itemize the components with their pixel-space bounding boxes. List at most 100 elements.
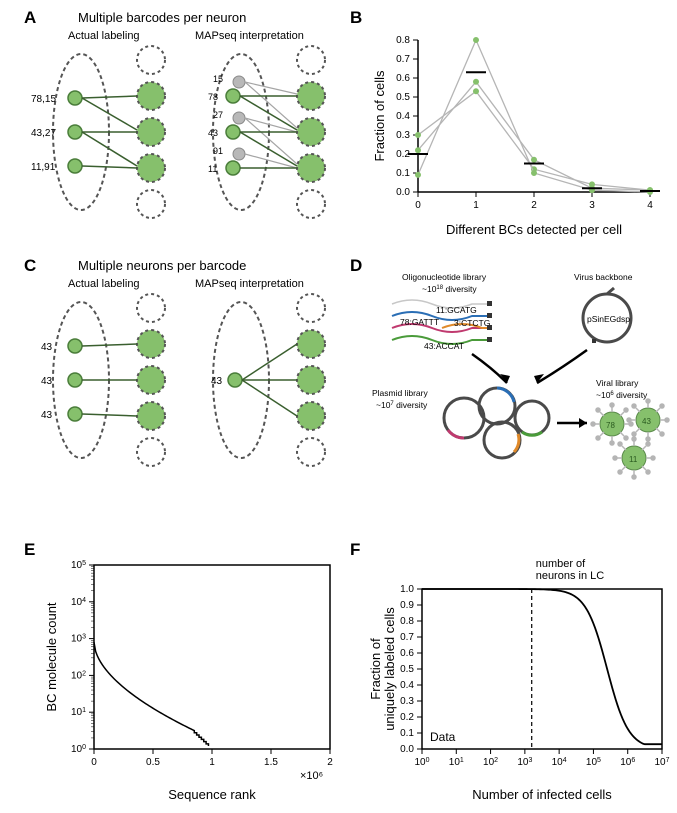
svg-text:0.7: 0.7 xyxy=(400,632,414,643)
svg-text:0.1: 0.1 xyxy=(400,728,414,739)
svg-text:Virus backbone: Virus backbone xyxy=(574,272,633,282)
svg-text:0.8: 0.8 xyxy=(396,35,410,46)
svg-text:uniquely labeled cells: uniquely labeled cells xyxy=(382,607,397,731)
svg-text:102: 102 xyxy=(483,757,498,769)
svg-text:91: 91 xyxy=(213,146,223,156)
panel-c-left-subtitle: Actual labeling xyxy=(68,278,140,290)
svg-text:11,91: 11,91 xyxy=(31,162,56,173)
panel-d-diagram: Oligonucleotide library ~1018 diversity … xyxy=(362,268,672,488)
svg-text:11: 11 xyxy=(629,455,638,464)
svg-text:1.0: 1.0 xyxy=(400,584,414,595)
svg-text:0.0: 0.0 xyxy=(400,744,414,755)
svg-text:78: 78 xyxy=(208,92,218,102)
svg-text:105: 105 xyxy=(71,560,86,572)
panel-f-label: F xyxy=(350,540,360,560)
svg-text:0.6: 0.6 xyxy=(396,73,410,84)
svg-text:101: 101 xyxy=(71,707,86,719)
svg-text:107: 107 xyxy=(654,757,669,769)
svg-text:2: 2 xyxy=(531,200,537,211)
svg-text:0.8: 0.8 xyxy=(400,616,414,627)
svg-text:0.3: 0.3 xyxy=(400,696,414,707)
svg-text:78:GATTT: 78:GATTT xyxy=(400,317,439,327)
svg-text:Fraction of cells: Fraction of cells xyxy=(372,70,387,162)
svg-text:0.9: 0.9 xyxy=(400,600,414,611)
panel-c-title: Multiple neurons per barcode xyxy=(78,258,246,273)
svg-text:0.0: 0.0 xyxy=(396,187,410,198)
svg-text:2: 2 xyxy=(327,757,333,768)
svg-text:0.1: 0.1 xyxy=(396,168,410,179)
svg-text:Viral library: Viral library xyxy=(596,378,639,388)
svg-text:43: 43 xyxy=(41,342,53,353)
svg-text:103: 103 xyxy=(517,757,532,769)
svg-text:11:GCATG: 11:GCATG xyxy=(436,305,477,315)
svg-text:0: 0 xyxy=(415,200,421,211)
svg-text:100: 100 xyxy=(71,744,86,756)
panel-c-diagram: 43 43 43 43 xyxy=(23,290,328,470)
svg-text:43,27: 43,27 xyxy=(31,128,56,139)
panel-a-left-subtitle: Actual labeling xyxy=(68,30,140,42)
svg-text:43: 43 xyxy=(41,410,53,421)
svg-text:Fraction of: Fraction of xyxy=(368,638,383,700)
panel-d-label: D xyxy=(350,256,362,276)
svg-text:0.3: 0.3 xyxy=(396,130,410,141)
oligo-label: Oligonucleotide library xyxy=(402,272,487,282)
svg-text:4: 4 xyxy=(647,200,653,211)
svg-text:Number of infected cells: Number of infected cells xyxy=(472,787,612,802)
svg-text:27: 27 xyxy=(213,110,223,120)
svg-text:0.5: 0.5 xyxy=(396,92,410,103)
svg-text:43: 43 xyxy=(211,376,223,387)
panel-a-right-subtitle: MAPseq interpretation xyxy=(195,30,304,42)
svg-text:15: 15 xyxy=(213,74,223,84)
virus-1: 78 xyxy=(591,403,633,445)
svg-text:43:ACCAT: 43:ACCAT xyxy=(424,341,464,351)
svg-text:103: 103 xyxy=(71,633,86,645)
panel-c-label: C xyxy=(24,256,36,276)
panel-f-chart: 1001011021031041051061070.00.10.20.30.40… xyxy=(362,555,672,805)
svg-text:1: 1 xyxy=(473,200,479,211)
svg-text:×10⁶: ×10⁶ xyxy=(300,770,323,782)
svg-text:number of: number of xyxy=(536,558,586,570)
panel-a-diagram: 78,15 43,27 11,91 15 78 27 43 91 11 xyxy=(23,42,328,222)
svg-text:0.4: 0.4 xyxy=(396,111,410,122)
panel-a-title: Multiple barcodes per neuron xyxy=(78,10,246,25)
svg-text:102: 102 xyxy=(71,670,86,682)
svg-text:43: 43 xyxy=(41,376,53,387)
svg-text:100: 100 xyxy=(414,757,429,769)
virus-2: 43 xyxy=(627,399,669,441)
svg-text:11: 11 xyxy=(208,164,217,174)
svg-text:Plasmid library: Plasmid library xyxy=(372,388,428,398)
svg-text:3:CTCTG: 3:CTCTG xyxy=(454,318,490,328)
svg-text:104: 104 xyxy=(71,596,86,608)
panel-e-label: E xyxy=(24,540,35,560)
svg-text:Sequence rank: Sequence rank xyxy=(168,787,256,802)
virus-3: 11 xyxy=(613,437,655,479)
svg-text:1.5: 1.5 xyxy=(264,757,278,768)
svg-text:~106 diversity: ~106 diversity xyxy=(596,390,648,400)
svg-text:43: 43 xyxy=(642,417,651,426)
panel-e-chart: 0 0.5 1 1.5 2 100 101 102 103 104 105 ×10⁶ Sequence … xyxy=(40,555,340,805)
svg-text:0.5: 0.5 xyxy=(146,757,160,768)
svg-text:1: 1 xyxy=(209,757,215,768)
svg-text:Data: Data xyxy=(430,730,456,744)
svg-text:BC molecule count: BC molecule count xyxy=(44,602,59,711)
panel-b-chart: 012340.00.10.20.30.40.50.60.70.8Differen… xyxy=(370,30,660,240)
svg-text:0.6: 0.6 xyxy=(400,648,414,659)
svg-text:neurons in LC: neurons in LC xyxy=(536,570,605,582)
svg-text:0.7: 0.7 xyxy=(396,54,410,65)
svg-text:0.4: 0.4 xyxy=(400,680,414,691)
svg-text:104: 104 xyxy=(552,757,567,769)
svg-text:pSinEGdsp: pSinEGdsp xyxy=(587,314,630,324)
svg-text:106: 106 xyxy=(620,757,635,769)
panel-a-label: A xyxy=(24,8,36,28)
svg-text:3: 3 xyxy=(589,200,595,211)
svg-text:105: 105 xyxy=(586,757,601,769)
svg-text:78: 78 xyxy=(606,421,615,430)
svg-text:101: 101 xyxy=(449,757,464,769)
svg-text:Different BCs detected per cel: Different BCs detected per cell xyxy=(446,222,622,237)
svg-text:43: 43 xyxy=(208,128,218,138)
svg-text:78,15: 78,15 xyxy=(31,94,56,105)
panel-c-right-subtitle: MAPseq interpretation xyxy=(195,278,304,290)
svg-text:0: 0 xyxy=(91,757,97,768)
svg-text:0.5: 0.5 xyxy=(400,664,414,675)
svg-text:~107 diversity: ~107 diversity xyxy=(376,400,428,410)
